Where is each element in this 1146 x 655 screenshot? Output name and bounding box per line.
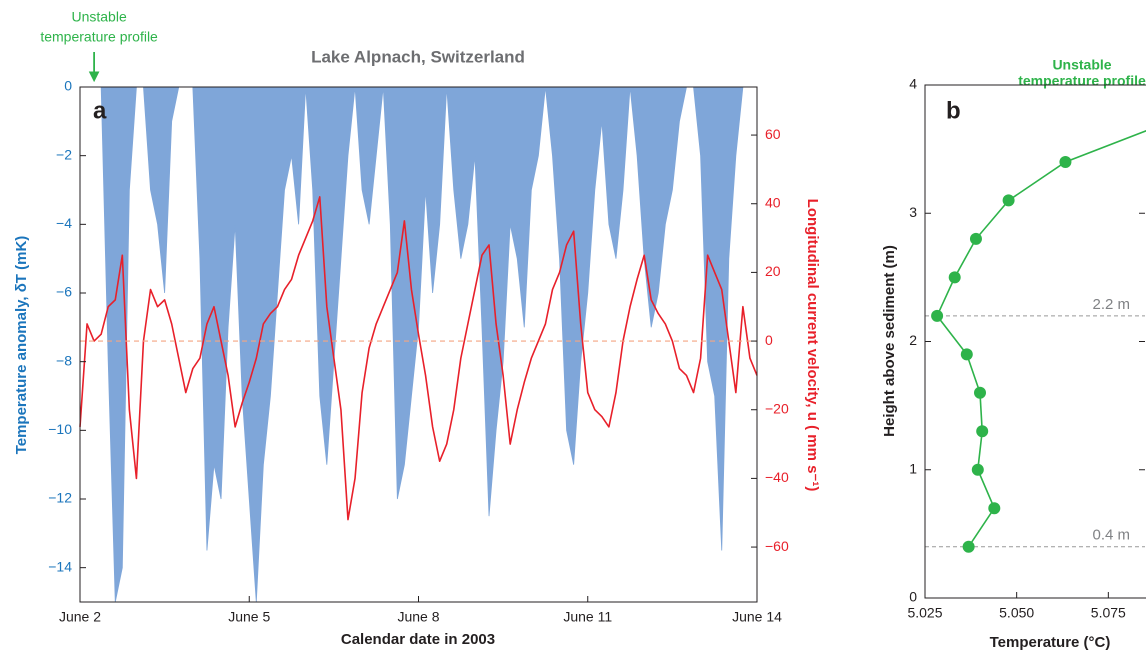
y2-tick-label: −40 xyxy=(765,469,789,485)
y2-tick-label: 60 xyxy=(765,126,781,142)
profile-line xyxy=(936,129,1146,548)
x-tick-label: 5.025 xyxy=(907,605,942,621)
profile-point xyxy=(1002,194,1015,207)
profile-point xyxy=(976,425,989,438)
x-tick-label: 5.075 xyxy=(1091,605,1126,621)
y-tick-label: −14 xyxy=(48,558,72,574)
x-tick-label: 5.050 xyxy=(999,605,1034,621)
plot-frame xyxy=(924,84,1146,599)
annotation: temperature profile xyxy=(1018,73,1146,89)
x-tick-label: June 14 xyxy=(732,609,782,625)
velocity-line xyxy=(79,196,758,521)
x-tick-label: June 2 xyxy=(59,609,101,625)
profile-point xyxy=(948,271,961,284)
profile-point xyxy=(962,540,975,553)
annotation: Unstable xyxy=(1052,57,1111,73)
x-tick-label: June 8 xyxy=(397,609,439,625)
y-tick-label: 3 xyxy=(909,204,917,220)
temperature-area xyxy=(80,86,757,603)
x-tick-label: June 11 xyxy=(563,609,612,625)
y-tick-label: −4 xyxy=(56,215,72,231)
y-axis-label: Temperature anomaly, δT (mK) xyxy=(13,236,30,455)
x-axis-label: Temperature (°C) xyxy=(990,634,1111,651)
y2-tick-label: −20 xyxy=(765,400,789,416)
y-tick-label: 0 xyxy=(909,589,917,605)
profile-point xyxy=(988,502,1001,515)
y2-tick-label: 0 xyxy=(765,332,773,348)
y2-tick-label: 40 xyxy=(765,194,781,210)
y-tick-label: 1 xyxy=(909,460,917,476)
reference-label: 0.4 m xyxy=(1092,527,1130,544)
y-axis-label: Height above sediment (m) xyxy=(881,245,898,437)
reference-label: 2.2 m xyxy=(1092,296,1130,313)
annotation: Unstable xyxy=(71,9,126,25)
profile-point xyxy=(974,386,986,399)
y-tick-label: −6 xyxy=(56,284,72,300)
profile-point xyxy=(971,463,984,476)
profile-point xyxy=(931,309,944,322)
x-tick-label: June 5 xyxy=(228,609,270,625)
y2-tick-label: 20 xyxy=(765,263,781,279)
profile-point xyxy=(969,232,982,245)
y2-axis-label: Longitudinal current velocity, u ( mm s⁻… xyxy=(804,199,821,492)
panel-label: b xyxy=(946,97,961,124)
profile-point xyxy=(1059,155,1072,168)
annotation: temperature profile xyxy=(40,29,158,45)
profile-point xyxy=(960,348,973,361)
y-tick-label: 4 xyxy=(909,76,917,92)
y-tick-label: 0 xyxy=(64,78,72,94)
x-axis-label: Calendar date in 2003 xyxy=(341,631,495,648)
y-tick-label: −8 xyxy=(56,352,72,368)
y-tick-label: −10 xyxy=(48,421,72,437)
chart-title: Lake Alpnach, Switzerland xyxy=(311,47,525,66)
panel-label: a xyxy=(93,97,107,124)
profile xyxy=(931,129,1146,553)
y-tick-label: −12 xyxy=(48,490,72,506)
y-tick-label: 2 xyxy=(909,332,917,348)
y-tick-label: −2 xyxy=(56,146,72,162)
y2-tick-label: −60 xyxy=(765,538,789,554)
